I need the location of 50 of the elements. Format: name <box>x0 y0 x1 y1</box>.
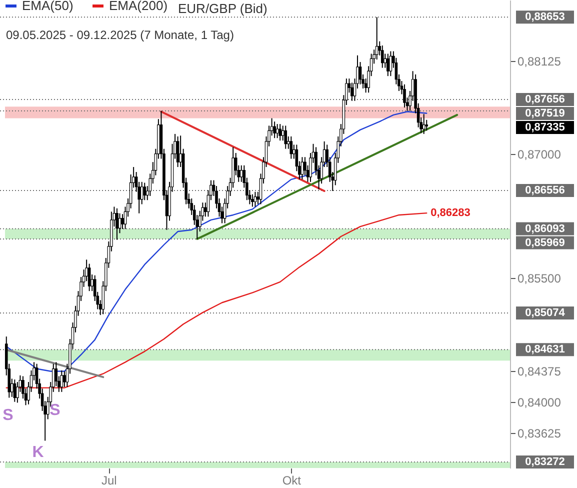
candlestick <box>290 136 293 160</box>
y-tick-label: 0,88125 <box>518 54 562 68</box>
candlestick <box>358 62 362 85</box>
ref-line-label: 0,84631 <box>525 344 565 356</box>
candlestick <box>380 44 384 68</box>
candlestick <box>300 156 304 180</box>
candlestick <box>176 136 180 168</box>
ref-line-label: 0,85074 <box>525 307 566 320</box>
y-tick-label: 0,83625 <box>518 426 562 440</box>
candlestick <box>273 121 276 139</box>
annotation: S <box>2 407 14 424</box>
candlestick <box>140 181 144 205</box>
candlestick <box>143 182 146 201</box>
candlestick <box>389 50 392 77</box>
candlestick <box>386 53 390 77</box>
candlestick <box>422 114 426 134</box>
ref-line-label: 0,87656 <box>525 94 565 106</box>
candlestick <box>403 84 406 108</box>
ref-line-label: 0,86556 <box>525 184 565 197</box>
candlestick <box>88 263 91 292</box>
ref-line-label: 0,85969 <box>525 236 565 249</box>
candlestick <box>60 370 64 392</box>
annotation: S <box>50 402 61 419</box>
annotation: K <box>32 444 44 461</box>
legend-label: EMA(200) <box>109 0 168 13</box>
candlestick <box>276 124 279 139</box>
legend-label: EMA(50) <box>22 0 74 13</box>
ref-line-label: 0,83272 <box>525 456 565 468</box>
y-tick-label: 0,84375 <box>518 364 562 378</box>
y-tick-label: 0,87000 <box>518 147 562 162</box>
text: 0,87335 <box>525 122 565 134</box>
chart-title: EUR/GBP (Bid) <box>178 1 268 16</box>
y-tick-label: 0,85500 <box>518 271 562 286</box>
ref-line-label: 0,86093 <box>525 222 565 235</box>
y-tick-label: 0,84000 <box>518 395 562 410</box>
text: 09.05.2025 - 09.12.2025 (7 Monate, 1 Tag) <box>6 28 234 42</box>
candlestick <box>251 194 254 208</box>
candlestick <box>116 208 118 240</box>
candlestick <box>121 214 124 230</box>
line-series <box>6 212 428 388</box>
data-label: 0,86283 <box>430 207 470 220</box>
candlestick <box>284 125 288 150</box>
ref-line-label: 0,88653 <box>525 11 565 24</box>
candlestick <box>278 124 282 142</box>
x-tick-label: Jul <box>102 474 117 488</box>
candlestick <box>254 191 257 208</box>
ref-line-label: 0,87519 <box>525 108 565 120</box>
candlestick <box>375 16 378 60</box>
x-tick-label: Okt <box>282 474 302 488</box>
candlestick <box>350 82 354 102</box>
